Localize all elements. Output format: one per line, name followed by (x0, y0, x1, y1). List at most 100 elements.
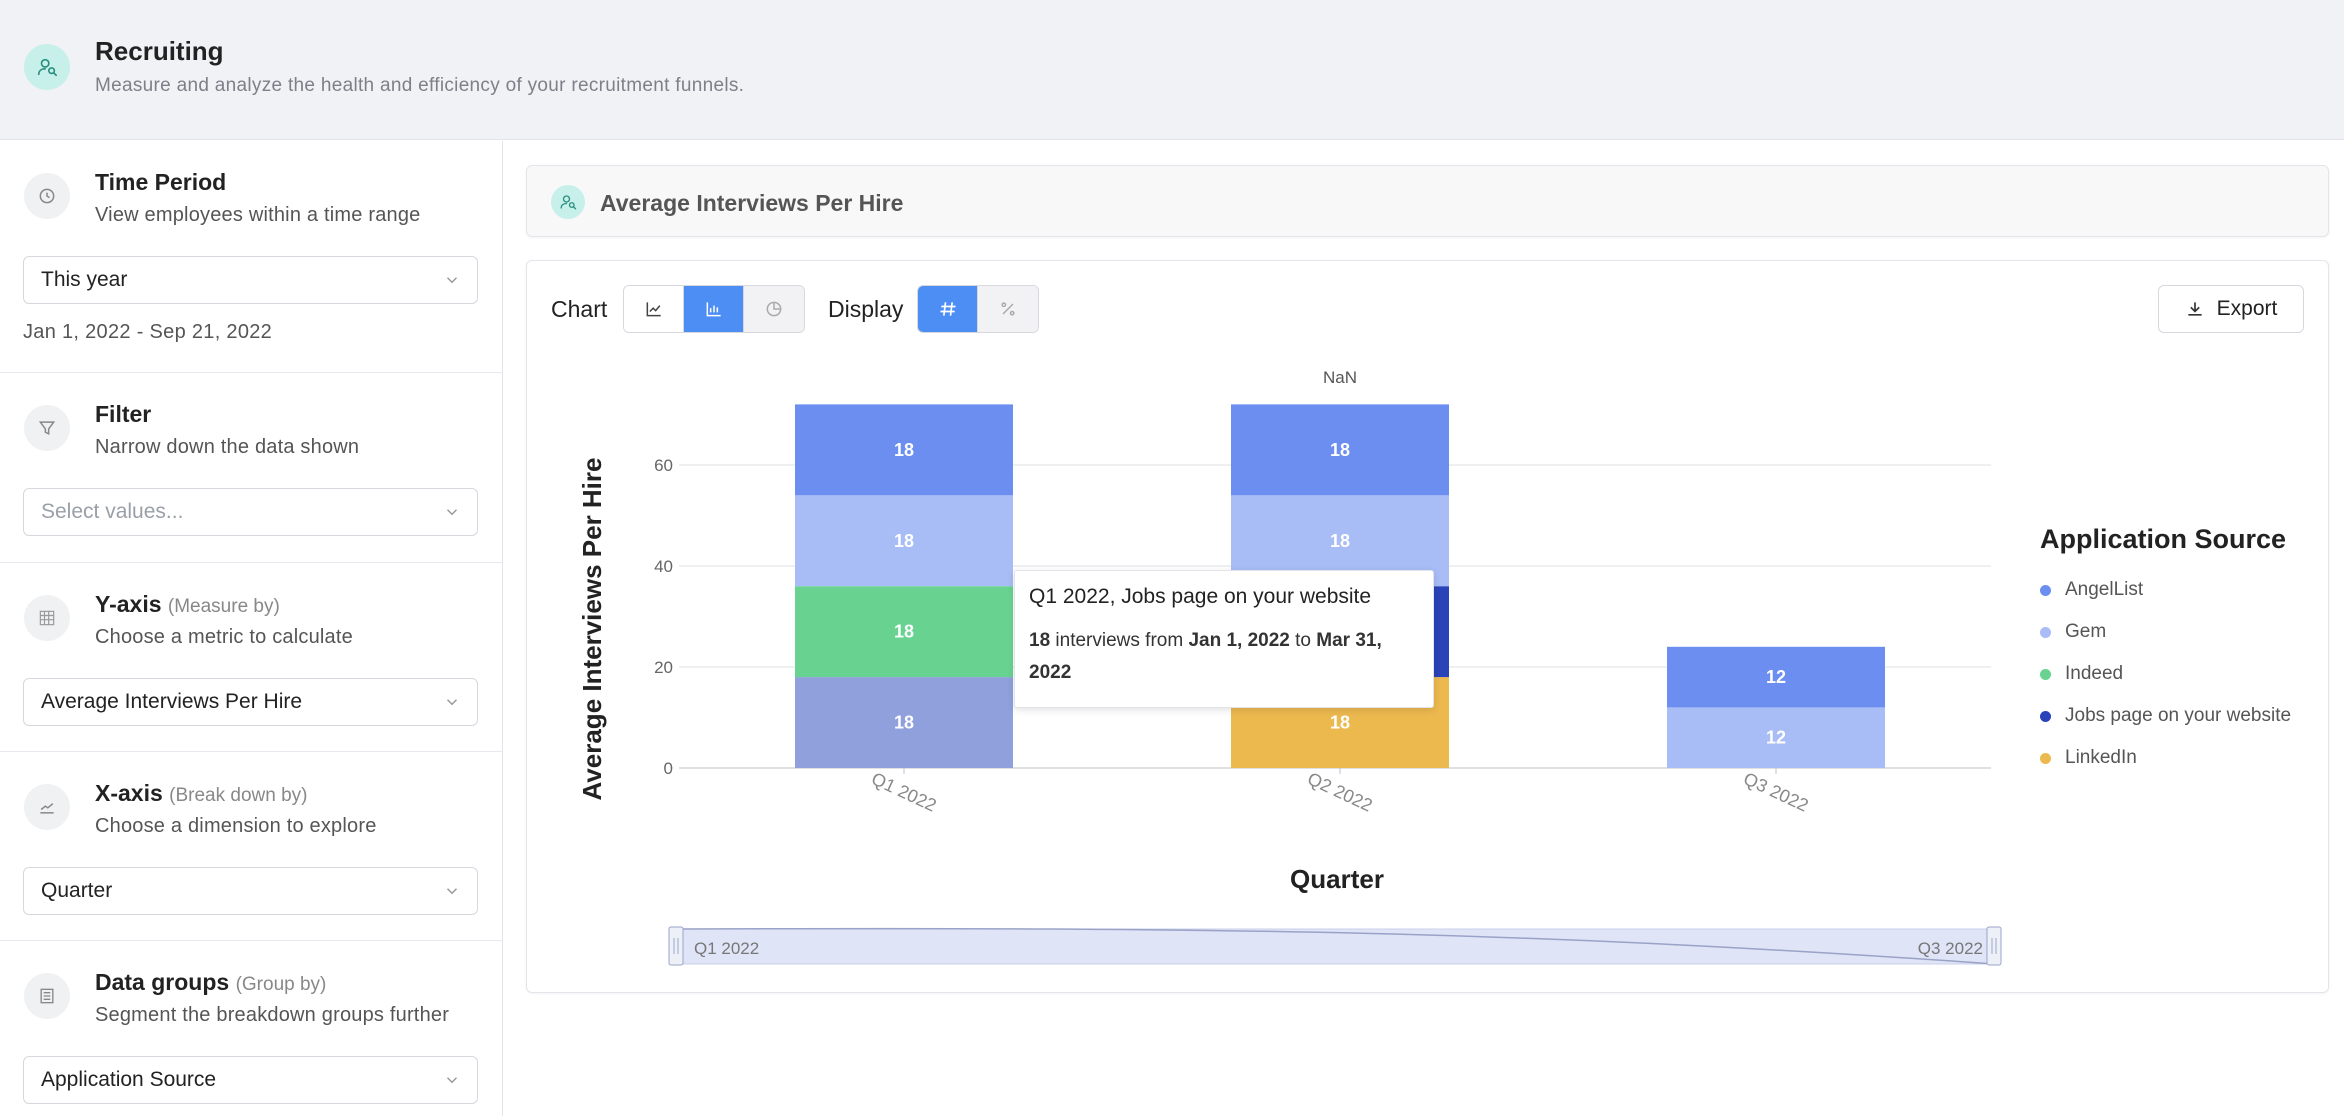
time-period-section: Time Period View employees within a time… (0, 141, 502, 373)
time-period-value: This year (41, 268, 128, 291)
x-tick-label: Q2 2022 (1304, 768, 1375, 815)
y-axis-select[interactable]: Average Interviews Per Hire (23, 678, 478, 726)
bar-chart-button[interactable] (684, 286, 744, 332)
y-tick-label: 60 (654, 456, 673, 475)
tooltip-body: 18 interviews from Jan 1, 2022 to Mar 31… (1029, 625, 1419, 689)
data-groups-section: Data groups (Group by) Segment the break… (0, 941, 502, 1116)
line-chart-icon (24, 784, 70, 830)
legend-label: AngelList (2065, 579, 2144, 600)
bar-segment[interactable] (795, 404, 1013, 496)
count-display-button[interactable] (918, 286, 978, 332)
chart-card-title: Average Interviews Per Hire (600, 190, 904, 216)
line-chart-icon (646, 302, 661, 317)
percent-icon (1001, 302, 1015, 316)
x-tick-label: Q1 2022 (868, 768, 939, 815)
x-axis-hint: (Break down by) (169, 785, 308, 806)
bar-segment[interactable] (795, 586, 1013, 678)
y-axis-description: Choose a metric to calculate (95, 626, 353, 648)
legend-label: Gem (2065, 621, 2107, 642)
pie-chart-button[interactable] (744, 286, 804, 332)
tooltip-from-date: Jan 1, 2022 (1188, 630, 1290, 651)
percent-display-button[interactable] (978, 286, 1038, 332)
page-title: Recruiting (95, 36, 224, 66)
legend-swatch (2040, 710, 2051, 722)
legend-label: Indeed (2065, 663, 2124, 684)
chevron-down-icon (446, 699, 458, 706)
pie-chart-icon (766, 301, 782, 317)
export-label: Export (2216, 297, 2278, 320)
recruiting-users-icon (24, 44, 70, 90)
bar-value-label: 18 (894, 713, 914, 733)
y-axis-value: Average Interviews Per Hire (41, 690, 303, 713)
bar-value-label: 12 (1766, 728, 1786, 748)
display-mode-toggle (917, 285, 1039, 333)
filter-description: Narrow down the data shown (95, 436, 360, 458)
download-icon (2187, 302, 2202, 316)
data-groups-description: Segment the breakdown groups further (95, 1004, 450, 1026)
tooltip-text-2: to (1289, 630, 1317, 651)
y-axis-title: Y-axis (Measure by) (95, 591, 280, 617)
bar-value-label: 12 (1766, 667, 1786, 687)
x-tick-label: Q3 2022 (1740, 768, 1811, 815)
time-period-description: View employees within a time range (95, 204, 421, 226)
x-axis-title: X-axis (Break down by) (95, 780, 308, 806)
data-groups-value: Application Source (41, 1068, 217, 1091)
data-groups-hint: (Group by) (235, 974, 327, 995)
chart-legend: Application Source AngelList Gem Indeed Job… (2040, 524, 2291, 779)
bar-value-label: 18 (1330, 531, 1350, 551)
filter-select[interactable]: Select values... (23, 488, 478, 536)
legend-item[interactable]: Indeed (2040, 653, 2291, 695)
y-tick-label: 20 (654, 658, 673, 677)
chart-title-card: Average Interviews Per Hire (526, 165, 2329, 237)
y-tick-label: 0 (664, 759, 673, 778)
hash-icon (940, 302, 955, 316)
time-period-title: Time Period (95, 169, 227, 195)
slider-end-handle[interactable] (1986, 926, 2002, 966)
legend-item[interactable]: LinkedIn (2040, 737, 2291, 779)
chart-type-toggle (623, 285, 805, 333)
legend-item[interactable]: Jobs page on your website (2040, 695, 2291, 737)
bar-segment[interactable] (1667, 646, 1885, 708)
tooltip-text-1: interviews from (1050, 630, 1189, 651)
bar-segment[interactable] (1231, 404, 1449, 496)
range-slider[interactable]: Q1 2022 Q3 2022 (668, 926, 2002, 966)
legend-label: LinkedIn (2065, 747, 2137, 768)
bar-segment[interactable] (795, 495, 1013, 587)
legend-title: Application Source (2040, 524, 2287, 554)
chevron-down-icon (446, 509, 458, 516)
date-range-text: Jan 1, 2022 - Sep 21, 2022 (23, 321, 273, 343)
recruiting-users-icon (551, 185, 585, 219)
legend-label: Jobs page on your website (2065, 705, 2292, 726)
q1-bottom-segment[interactable] (795, 677, 1013, 768)
legend-swatch (2040, 752, 2051, 764)
legend-item[interactable]: Gem (2040, 611, 2291, 653)
bar-segment[interactable] (1667, 707, 1885, 768)
bar-value-label: 18 (894, 622, 914, 642)
grid-icon (24, 595, 70, 641)
x-axis-select[interactable]: Quarter (23, 867, 478, 915)
y-axis-hint: (Measure by) (167, 596, 280, 617)
display-mode-label: Display (828, 296, 904, 322)
line-chart-button[interactable] (624, 286, 684, 332)
chevron-down-icon (446, 888, 458, 895)
x-axis-description: Choose a dimension to explore (95, 815, 377, 837)
page-subtitle: Measure and analyze the health and effic… (95, 75, 745, 96)
top-annotation: NaN (1323, 368, 1357, 387)
bar-chart-icon (706, 302, 721, 317)
bar-value-label: 18 (894, 440, 914, 460)
legend-item[interactable]: AngelList (2040, 569, 2291, 611)
legend-swatch (2040, 668, 2051, 680)
slider-start-handle[interactable] (668, 926, 684, 966)
filter-section: Filter Narrow down the data shown Select… (0, 373, 502, 563)
data-groups-select[interactable]: Application Source (23, 1056, 478, 1104)
x-axis-title: Quarter (1290, 864, 1384, 894)
tooltip-count: 18 (1029, 630, 1051, 651)
time-period-select[interactable]: This year (23, 256, 478, 304)
tooltip-title: Q1 2022, Jobs page on your website (1029, 585, 1372, 608)
export-button[interactable]: Export (2158, 285, 2304, 333)
app-header: Recruiting Measure and analyze the healt… (0, 0, 2344, 140)
chart-card: Chart Display Export 0 20 40 60 18 18 18 18 18 1… (526, 260, 2329, 993)
legend-swatch (2040, 584, 2051, 596)
y-axis-section: Y-axis (Measure by) Choose a metric to c… (0, 563, 502, 752)
bar-value-label: 18 (1330, 713, 1350, 733)
